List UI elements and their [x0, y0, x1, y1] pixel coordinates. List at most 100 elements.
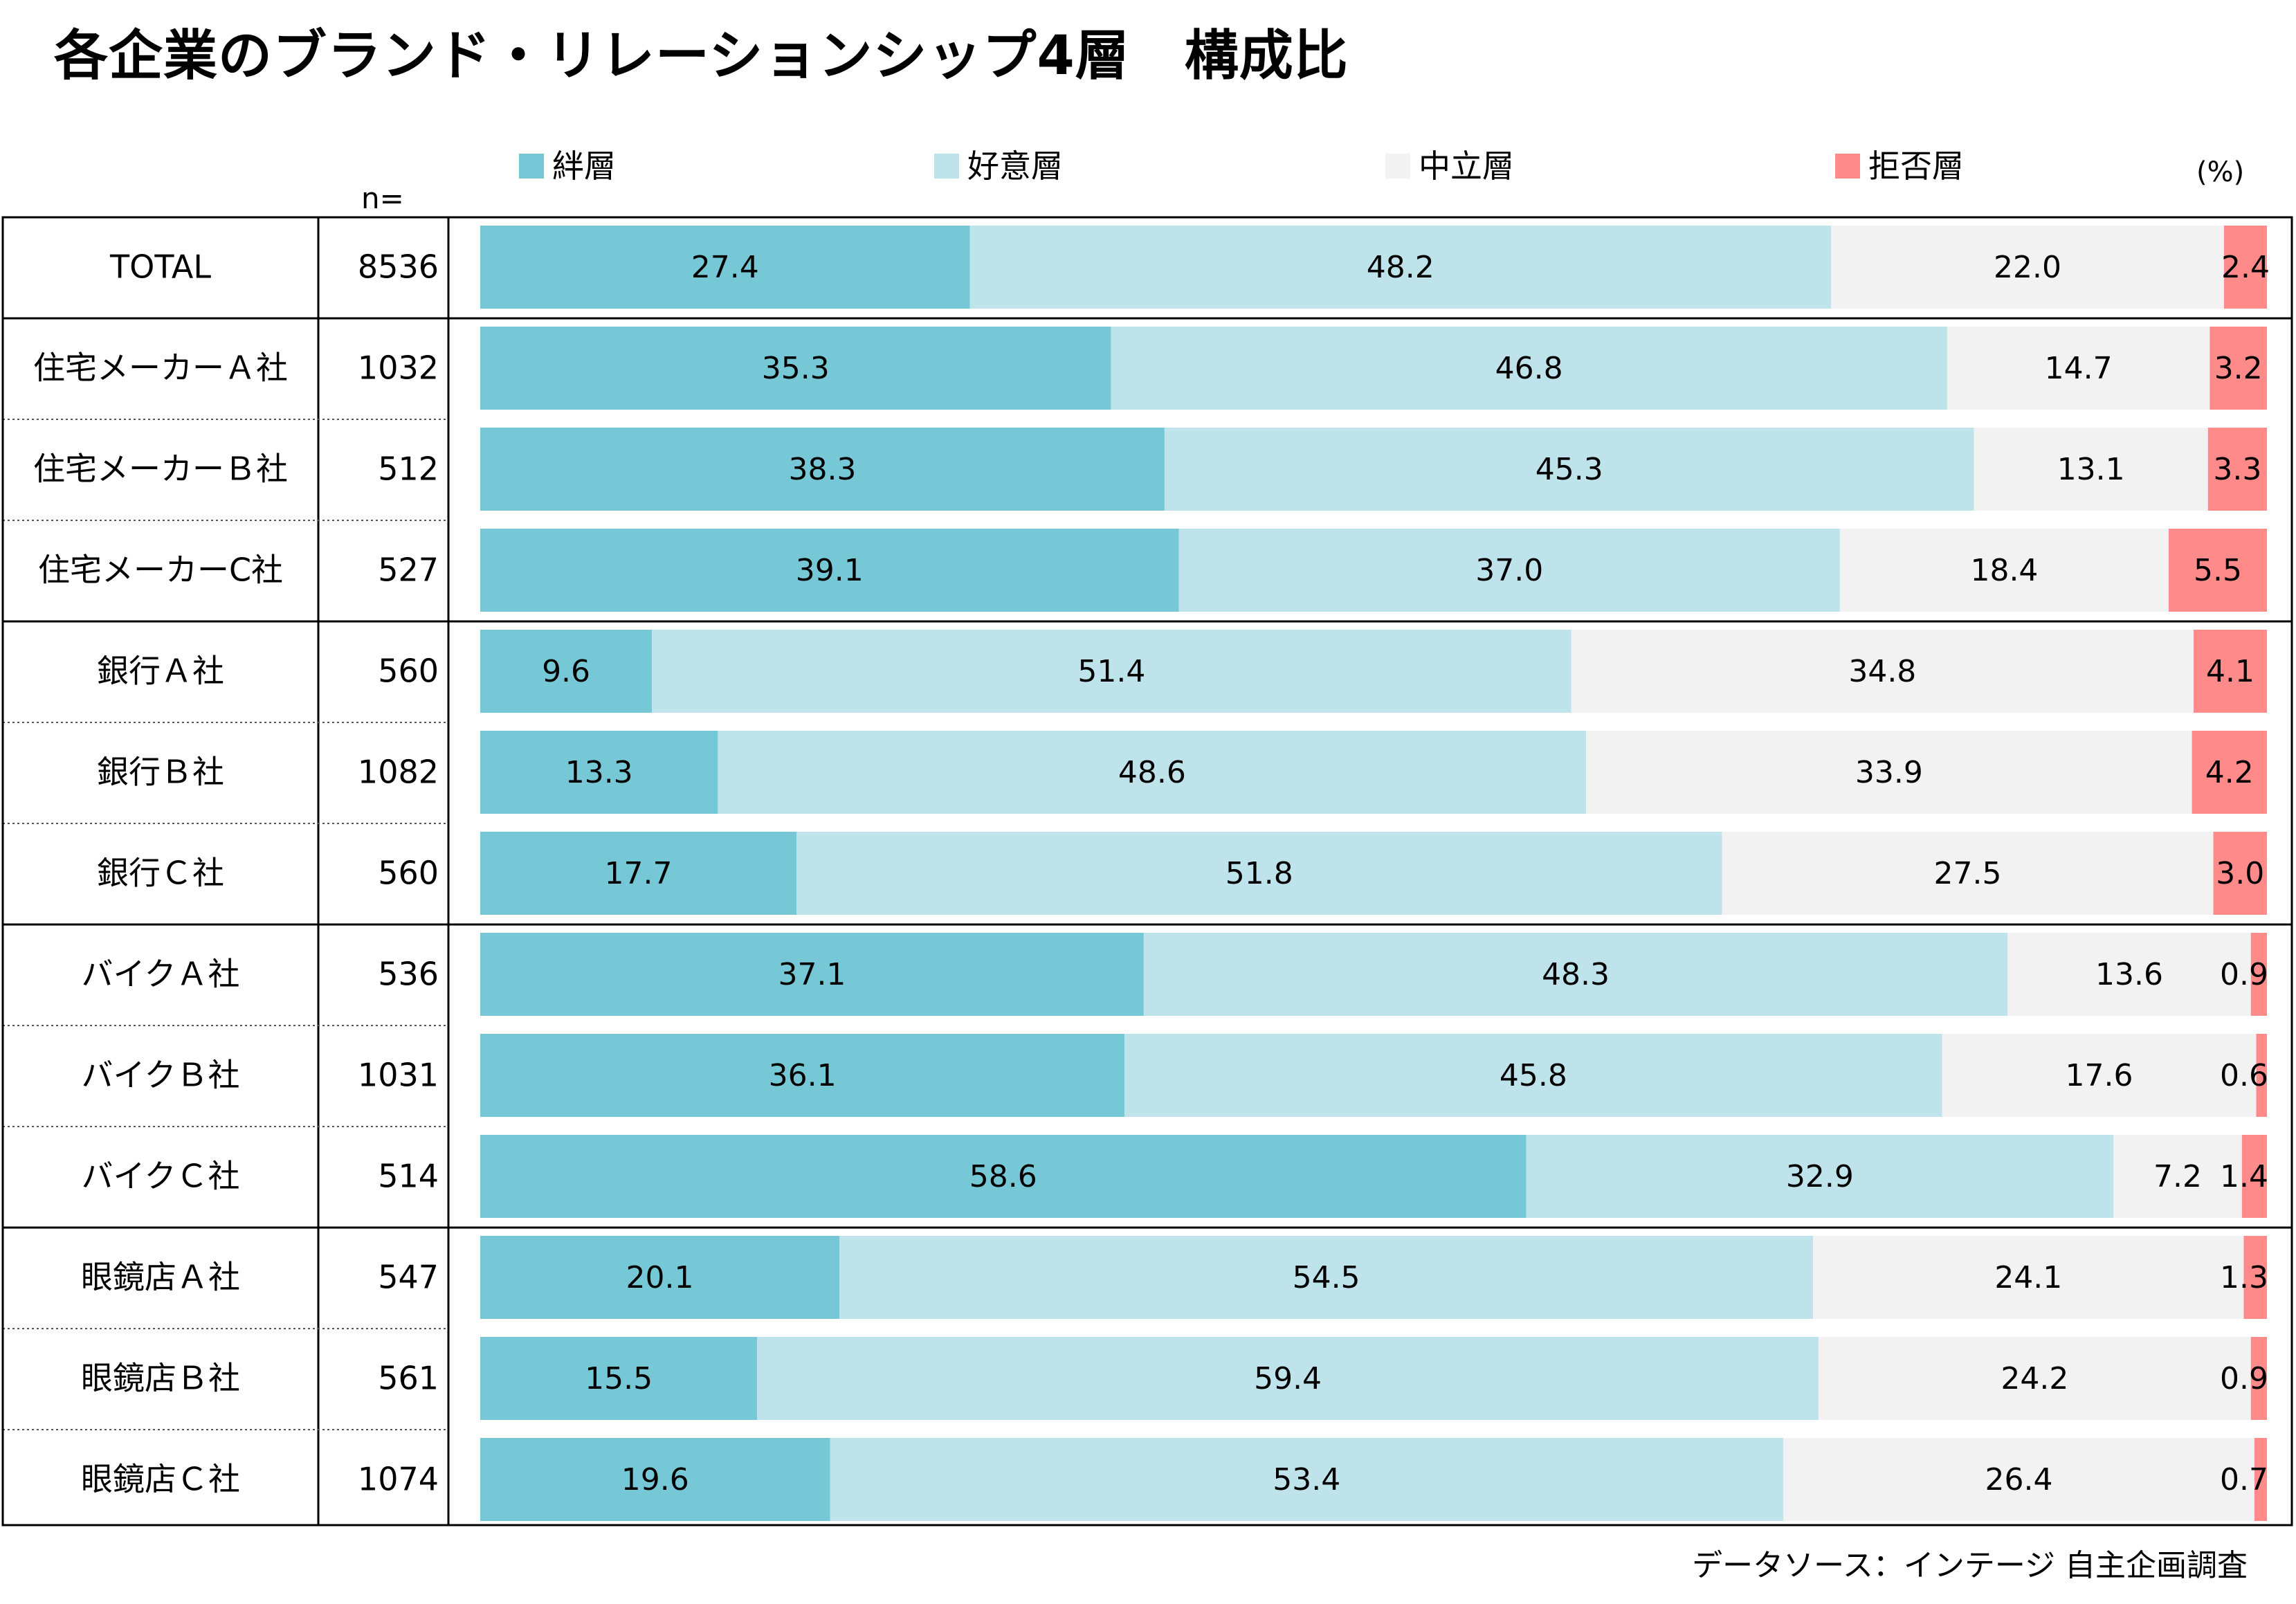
legend-label-kouiso: 好意層: [967, 147, 1063, 185]
data-label-kizuna: 17.7: [605, 856, 673, 891]
bar-segment-kyohi: [2213, 832, 2267, 915]
data-label-kyohi: 4.2: [2205, 755, 2254, 790]
bar-segment-kizuna: [480, 327, 1111, 410]
row-label: バイクＣ社: [81, 1158, 239, 1195]
data-label-kouiso: 48.3: [1542, 957, 1610, 992]
bar-segment-kizuna: [480, 529, 1179, 612]
bar-segment-kyohi: [2168, 529, 2267, 612]
bar-segment-kyohi: [2194, 630, 2267, 713]
bar-segment-kizuna: [480, 1135, 1527, 1218]
n-value: 1031: [358, 1057, 439, 1094]
n-value: 1082: [358, 754, 439, 791]
row-label: 眼鏡店Ｃ社: [81, 1461, 240, 1498]
bar-segment-kouiso: [839, 1236, 1814, 1319]
bar-segment-kyohi: [2256, 1034, 2267, 1117]
data-label-kizuna: 9.6: [542, 654, 590, 689]
bar-segment-kizuna: [480, 1438, 830, 1521]
bar-segment-kouiso: [652, 630, 1571, 713]
data-label-kouiso: 37.0: [1475, 553, 1543, 588]
data-label-kouiso: 46.8: [1495, 351, 1563, 386]
data-label-chuuritsu: 27.5: [1934, 856, 2002, 891]
legend-item-chuuritsu: 中立層: [1385, 141, 1514, 187]
n-value: 560: [378, 653, 439, 690]
row-label: 銀行Ｂ社: [97, 754, 224, 791]
data-label-kizuna: 15.5: [585, 1361, 653, 1396]
data-label-kouiso: 59.4: [1254, 1361, 1322, 1396]
data-label-kouiso: 45.3: [1536, 452, 1603, 487]
bar-segment-kouiso: [1164, 428, 1974, 511]
bar-segment-kizuna: [480, 1034, 1125, 1117]
data-label-kyohi: 3.0: [2216, 856, 2264, 891]
bar-segment-kyohi: [2250, 1337, 2267, 1420]
row-label: 銀行Ａ社: [97, 653, 224, 690]
bar-segment-chuuritsu: [1813, 1236, 2244, 1319]
bar-segment-kyohi: [2243, 1236, 2267, 1319]
legend-swatch-kizuna: [519, 153, 544, 179]
bar-segment-kyohi: [2210, 327, 2267, 410]
legend-swatch-kyohi: [1835, 153, 1860, 179]
data-label-chuuritsu: 17.6: [2066, 1058, 2133, 1093]
bar-segment-kyohi: [2250, 933, 2267, 1016]
bar-segment-chuuritsu: [1839, 529, 2169, 612]
bar-segment-chuuritsu: [1783, 1438, 2254, 1521]
data-label-kyohi: 1.3: [2220, 1260, 2268, 1295]
legend-item-kizuna: 絆層: [519, 141, 616, 187]
bar-segment-chuuritsu: [1830, 226, 2225, 309]
data-label-kyohi: 2.4: [2221, 250, 2270, 285]
data-label-kizuna: 19.6: [621, 1462, 689, 1497]
data-label-chuuritsu: 7.2: [2153, 1159, 2202, 1194]
data-label-kouiso: 53.4: [1273, 1462, 1340, 1497]
data-label-chuuritsu: 26.4: [1985, 1462, 2052, 1497]
data-label-kyohi: 3.2: [2214, 351, 2263, 386]
bar-segment-kyohi: [2192, 731, 2267, 814]
data-label-chuuritsu: 13.1: [2057, 452, 2125, 487]
data-label-kizuna: 39.1: [796, 553, 864, 588]
legend-item-kyohi: 拒否層: [1835, 141, 1964, 187]
data-label-kyohi: 0.9: [2220, 957, 2268, 992]
data-label-chuuritsu: 34.8: [1848, 654, 1916, 689]
bar-segment-chuuritsu: [2007, 933, 2251, 1016]
n-column-header: n=: [361, 181, 404, 215]
data-label-kyohi: 0.7: [2220, 1462, 2268, 1497]
legend-label-kyohi: 拒否層: [1868, 147, 1964, 185]
table-border: [1, 216, 2293, 1526]
unit-label: (%): [2196, 156, 2245, 188]
data-label-kizuna: 35.3: [762, 351, 830, 386]
row-label: 眼鏡店Ａ社: [81, 1259, 240, 1296]
data-label-chuuritsu: 18.4: [1970, 553, 2038, 588]
legend-swatch-chuuritsu: [1385, 153, 1410, 179]
bar-segment-kouiso: [1143, 933, 2008, 1016]
data-label-kizuna: 37.1: [778, 957, 846, 992]
data-label-chuuritsu: 22.0: [1994, 250, 2061, 285]
data-label-kyohi: 3.3: [2213, 452, 2261, 487]
data-label-kouiso: 48.6: [1118, 755, 1186, 790]
row-label: TOTAL: [109, 248, 211, 286]
bar-segment-kizuna: [480, 428, 1165, 511]
data-label-kizuna: 20.1: [626, 1260, 694, 1295]
n-value: 547: [378, 1259, 439, 1296]
bar-segment-kouiso: [969, 226, 1831, 309]
data-label-kyohi: 5.5: [2194, 553, 2242, 588]
bar-segment-kizuna: [480, 1236, 839, 1319]
data-label-kouiso: 32.9: [1786, 1159, 1854, 1194]
data-label-kizuna: 13.3: [565, 755, 633, 790]
n-value: 1074: [358, 1461, 439, 1498]
data-label-chuuritsu: 33.9: [1855, 755, 1923, 790]
data-label-chuuritsu: 24.2: [2001, 1361, 2068, 1396]
row-label: 住宅メーカーＡ社: [33, 349, 288, 387]
row-label: バイクＡ社: [81, 956, 239, 993]
bar-segment-kouiso: [757, 1337, 1819, 1420]
bar-segment-kyohi: [2207, 428, 2267, 511]
bar-segment-chuuritsu: [1942, 1034, 2257, 1117]
bar-segment-chuuritsu: [1818, 1337, 2251, 1420]
row-label: 住宅メーカーＢ社: [33, 450, 288, 488]
n-value: 1032: [358, 349, 439, 387]
legend-item-kouiso: 好意層: [934, 141, 1063, 187]
bar-segment-kouiso: [718, 731, 1587, 814]
bar-segment-kouiso: [1124, 1034, 1942, 1117]
legend-label-kizuna: 絆層: [552, 147, 616, 185]
data-label-kouiso: 54.5: [1293, 1260, 1360, 1295]
data-label-kouiso: 51.4: [1077, 654, 1145, 689]
bar-segment-chuuritsu: [1974, 428, 2208, 511]
